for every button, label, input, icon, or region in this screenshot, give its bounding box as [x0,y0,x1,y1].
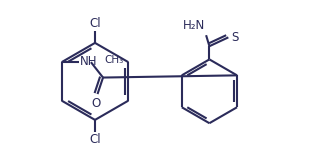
Text: S: S [231,31,238,44]
Text: NH: NH [80,55,98,68]
Text: Cl: Cl [89,133,101,146]
Text: Cl: Cl [89,17,101,30]
Text: O: O [92,97,101,110]
Text: CH₃: CH₃ [105,55,124,65]
Text: H₂N: H₂N [183,19,205,32]
